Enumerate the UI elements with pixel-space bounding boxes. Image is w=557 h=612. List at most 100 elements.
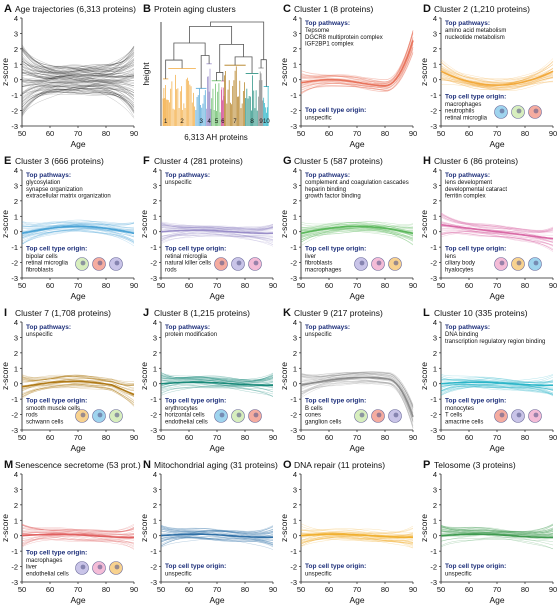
- trajectory-line: [21, 88, 135, 108]
- trajectory-line: [22, 223, 135, 230]
- trajectory-line: [21, 55, 135, 77]
- trajectory-line: [440, 383, 554, 390]
- trajectory-line: [440, 524, 554, 534]
- y-tick-label: -2: [430, 259, 437, 268]
- panel-letter: M: [4, 459, 13, 471]
- trajectory-line: [160, 234, 274, 247]
- cell-type-item: retinal microglia: [26, 261, 69, 267]
- trajectory-line: [300, 379, 414, 421]
- panel-title: Cluster 7 (1,708 proteins): [15, 308, 111, 318]
- trajectory-line: [300, 229, 414, 242]
- trajectory-line: [160, 222, 274, 229]
- x-tick-label: 70: [74, 129, 82, 138]
- trajectory-line: [440, 533, 554, 540]
- panel-title: Cluster 8 (1,215 proteins): [154, 308, 250, 318]
- y-tick-label: 2: [14, 45, 18, 54]
- cell-nucleus-icon: [376, 412, 382, 418]
- trajectory-line: [440, 524, 554, 533]
- cell-type-item: neutrophils: [445, 109, 474, 115]
- y-tick-label: -2: [430, 563, 437, 572]
- x-tick-label: 60: [46, 281, 54, 290]
- trajectory-line: [160, 223, 274, 230]
- trajectory-line: [21, 384, 135, 405]
- trajectory-line: [440, 64, 554, 85]
- trajectory-line: [160, 374, 274, 383]
- pathway-item: Tepsome: [305, 28, 330, 34]
- trajectory-line: [440, 230, 554, 247]
- x-tick-label: 90: [130, 129, 138, 138]
- trajectory-line: [300, 379, 414, 422]
- pathway-item: glycosylation: [26, 180, 60, 186]
- cell-type-title: Top cell type origin:: [305, 245, 366, 252]
- panel-title: Cluster 9 (217 proteins): [294, 308, 383, 318]
- panel-title: Cluster 10 (335 proteins): [434, 308, 528, 318]
- trajectory-line: [160, 526, 274, 534]
- trajectory-line: [440, 60, 554, 80]
- trajectory-line: [160, 538, 274, 550]
- cell-type-title: Top cell type origin:: [305, 397, 366, 404]
- cell-type-title: Top cell type origin:: [26, 397, 87, 404]
- trajectory-line: [21, 46, 135, 71]
- trajectory-line: [22, 74, 135, 82]
- y-tick-label: -2: [150, 563, 157, 572]
- mean-trajectory: [440, 70, 554, 86]
- trajectory-line: [440, 378, 554, 384]
- trajectory-line: [21, 230, 135, 247]
- trajectory-line: [21, 88, 135, 119]
- panel-letter: J: [143, 307, 149, 319]
- x-tick-label: 70: [74, 281, 82, 290]
- y-tick-label: -3: [11, 578, 18, 587]
- pathway-item: DGCR8 multiprotein complex: [305, 35, 383, 41]
- x-tick-label: 60: [46, 585, 54, 594]
- trajectory-line: [160, 530, 274, 536]
- panel-letter: I: [4, 307, 7, 319]
- trajectory-line: [21, 530, 135, 536]
- trajectory-line: [440, 77, 554, 90]
- trajectory-line: [21, 226, 135, 239]
- pathway-item: developmental cataract: [445, 187, 507, 193]
- trajectory-line: [440, 216, 554, 234]
- trajectory-line: [21, 86, 135, 103]
- panel-letter: N: [143, 459, 151, 471]
- x-tick-label: 70: [493, 129, 501, 138]
- trajectory-line: [300, 227, 414, 240]
- trajectory-line: [300, 371, 414, 407]
- trajectory-line: [21, 48, 135, 70]
- trajectory-line: [300, 380, 414, 426]
- trajectory-line: [300, 221, 414, 229]
- trajectory-line: [21, 384, 135, 402]
- cluster-label: 1: [164, 119, 168, 125]
- x-tick-label: 80: [381, 585, 389, 594]
- y-tick-label: -1: [150, 395, 157, 404]
- trajectory-line: [21, 229, 135, 244]
- panel-l: L Cluster 10 (335 proteins) -3 -2 -1 0 1 2 3 4 50 6…: [419, 307, 557, 453]
- x-tick-label: 80: [241, 585, 249, 594]
- x-tick-label: 90: [269, 281, 277, 290]
- trajectory-line: [440, 384, 554, 395]
- y-tick-label: -2: [290, 259, 297, 268]
- x-tick-label: 70: [353, 129, 361, 138]
- cell-nucleus-icon: [80, 564, 86, 570]
- y-tick-label: 3: [153, 181, 157, 190]
- y-tick-label: -2: [150, 259, 157, 268]
- y-tick-label: -3: [290, 274, 297, 283]
- y-tick-label: 3: [14, 29, 18, 38]
- cell-type-item: erythrocytes: [165, 406, 198, 412]
- trajectory-line: [21, 79, 135, 83]
- y-tick-label: 1: [433, 212, 437, 221]
- trajectory-line: [440, 228, 554, 241]
- trajectory-line: [440, 385, 554, 397]
- trajectory-line: [300, 382, 414, 428]
- y-tick-label: 3: [153, 485, 157, 494]
- pathway-item: IGF2BP1 complex: [305, 42, 354, 48]
- mean-trajectory: [440, 533, 553, 539]
- mean-trajectory: [440, 381, 553, 387]
- trajectory-line: [21, 527, 135, 534]
- cell-type-item: schwann cells: [26, 420, 63, 426]
- x-tick-label: 50: [157, 281, 165, 290]
- pathway-item: amino acid metabolism: [445, 28, 506, 34]
- mean-trajectory: [160, 229, 273, 235]
- trajectory-line: [160, 226, 274, 232]
- cell-nucleus-icon: [114, 260, 120, 266]
- y-tick-label: 4: [293, 470, 297, 479]
